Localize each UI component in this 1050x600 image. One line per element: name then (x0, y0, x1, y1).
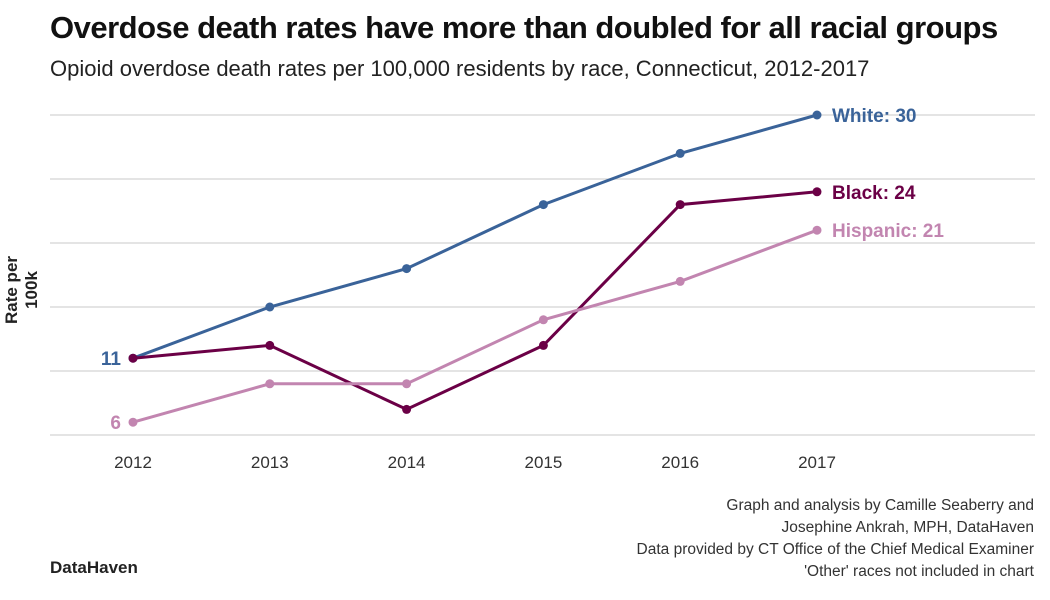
data-point-hispanic (538, 315, 548, 325)
datahaven-logo: DataHaven (50, 558, 138, 577)
x-tick-label: 2012 (114, 453, 152, 472)
chart-title: Overdose death rates have more than doub… (50, 10, 998, 45)
caption-line: Graph and analysis by Camille Seaberry a… (726, 497, 1034, 514)
data-point-white (265, 302, 275, 312)
data-point-black (128, 353, 138, 363)
data-point-hispanic (402, 379, 412, 389)
series-line-black (132, 190, 818, 412)
data-point-black (675, 200, 685, 210)
data-point-white (675, 148, 685, 158)
data-point-hispanic (812, 225, 822, 235)
x-tick-label: 2014 (388, 453, 426, 472)
x-tick-label: 2013 (251, 453, 289, 472)
data-point-white (402, 264, 412, 274)
end-label-white: White: 30 (832, 106, 916, 127)
series-line-hispanic (132, 228, 818, 424)
caption-line: Data provided by CT Office of the Chief … (636, 541, 1034, 558)
data-point-hispanic (128, 417, 138, 427)
caption-line: Josephine Ankrah, MPH, DataHaven (781, 519, 1034, 536)
data-point-hispanic (265, 379, 275, 389)
data-point-black (402, 404, 412, 414)
chart-subtitle: Opioid overdose death rates per 100,000 … (50, 56, 870, 81)
caption: Graph and analysis by Camille Seaberry a… (637, 495, 1034, 583)
data-point-black (265, 340, 275, 350)
data-point-white (538, 200, 548, 210)
data-point-hispanic (675, 276, 685, 286)
data-point-black (538, 340, 548, 350)
end-label-black: Black: 24 (832, 183, 916, 204)
data-point-white (812, 110, 822, 120)
end-label-hispanic: Hispanic: 21 (832, 221, 944, 242)
series-line-white (132, 113, 818, 360)
x-tick-label: 2017 (798, 453, 836, 472)
start-label-white: 11 (101, 349, 122, 370)
caption-line: 'Other' races not included in chart (804, 563, 1034, 580)
start-label-hispanic: 6 (110, 413, 121, 434)
x-tick-label: 2016 (661, 453, 699, 472)
x-tick-label: 2015 (524, 453, 562, 472)
data-point-black (812, 187, 822, 197)
